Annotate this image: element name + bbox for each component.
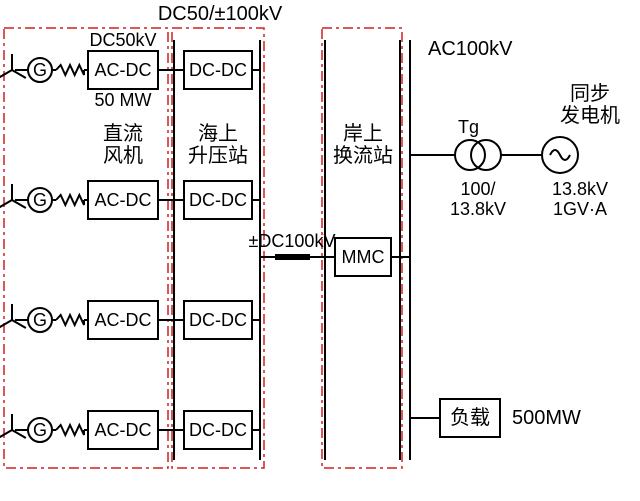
- generator-label-2: G: [33, 310, 47, 330]
- svg-text:岸上: 岸上: [343, 122, 383, 145]
- inductor-1: [56, 195, 84, 205]
- mmc-label: MMC: [342, 247, 385, 267]
- svg-text:13.8kV: 13.8kV: [450, 199, 506, 219]
- label-vrating: 13.8kV1GV·A: [552, 179, 608, 219]
- label-boost-cn: 海上升压站: [188, 122, 248, 167]
- label-dc50: DC50kV: [89, 30, 156, 50]
- load-mw: 500MW: [512, 407, 581, 429]
- acdc-label-3: AC-DC: [95, 420, 152, 440]
- acdc-label-0: AC-DC: [95, 60, 152, 80]
- label-ratio: 100/13.8kV: [450, 179, 506, 219]
- generator-label-1: G: [33, 190, 47, 210]
- svg-text:升压站: 升压站: [188, 144, 248, 167]
- dcdc-label-2: DC-DC: [189, 310, 247, 330]
- label-sync-gen: 同步发电机: [560, 82, 620, 127]
- turbine-blades-1: [0, 184, 26, 208]
- svg-text:同步: 同步: [570, 82, 610, 105]
- acdc-label-1: AC-DC: [95, 190, 152, 210]
- svg-text:发电机: 发电机: [560, 104, 620, 127]
- label-50mw: 50 MW: [94, 90, 151, 110]
- svg-text:风机: 风机: [103, 144, 143, 167]
- inductor-2: [56, 315, 84, 325]
- inductor-3: [56, 425, 84, 435]
- turbine-blades-3: [0, 414, 26, 438]
- svg-text:13.8kV: 13.8kV: [552, 179, 608, 199]
- label-ac100: AC100kV: [428, 38, 513, 60]
- svg-text:100/: 100/: [460, 179, 495, 199]
- load-label: 负载: [450, 406, 490, 429]
- svg-text:1GV·A: 1GV·A: [553, 199, 607, 219]
- label-turbine-cn: 直流风机: [103, 122, 143, 167]
- generator-label-3: G: [33, 420, 47, 440]
- svg-text:换流站: 换流站: [333, 144, 393, 167]
- label-top: DC50/±100kV: [158, 3, 283, 25]
- label-dc100: ±DC100kV: [249, 231, 336, 251]
- svg-text:海上: 海上: [198, 122, 238, 145]
- dcdc-label-3: DC-DC: [189, 420, 247, 440]
- dcdc-label-1: DC-DC: [189, 190, 247, 210]
- inductor-0: [56, 65, 84, 75]
- label-tg: Tg: [458, 117, 479, 137]
- dcdc-label-0: DC-DC: [189, 60, 247, 80]
- label-onshore-cn: 岸上换流站: [333, 122, 393, 167]
- acdc-label-2: AC-DC: [95, 310, 152, 330]
- generator-label-0: G: [33, 60, 47, 80]
- svg-text:直流: 直流: [103, 122, 143, 145]
